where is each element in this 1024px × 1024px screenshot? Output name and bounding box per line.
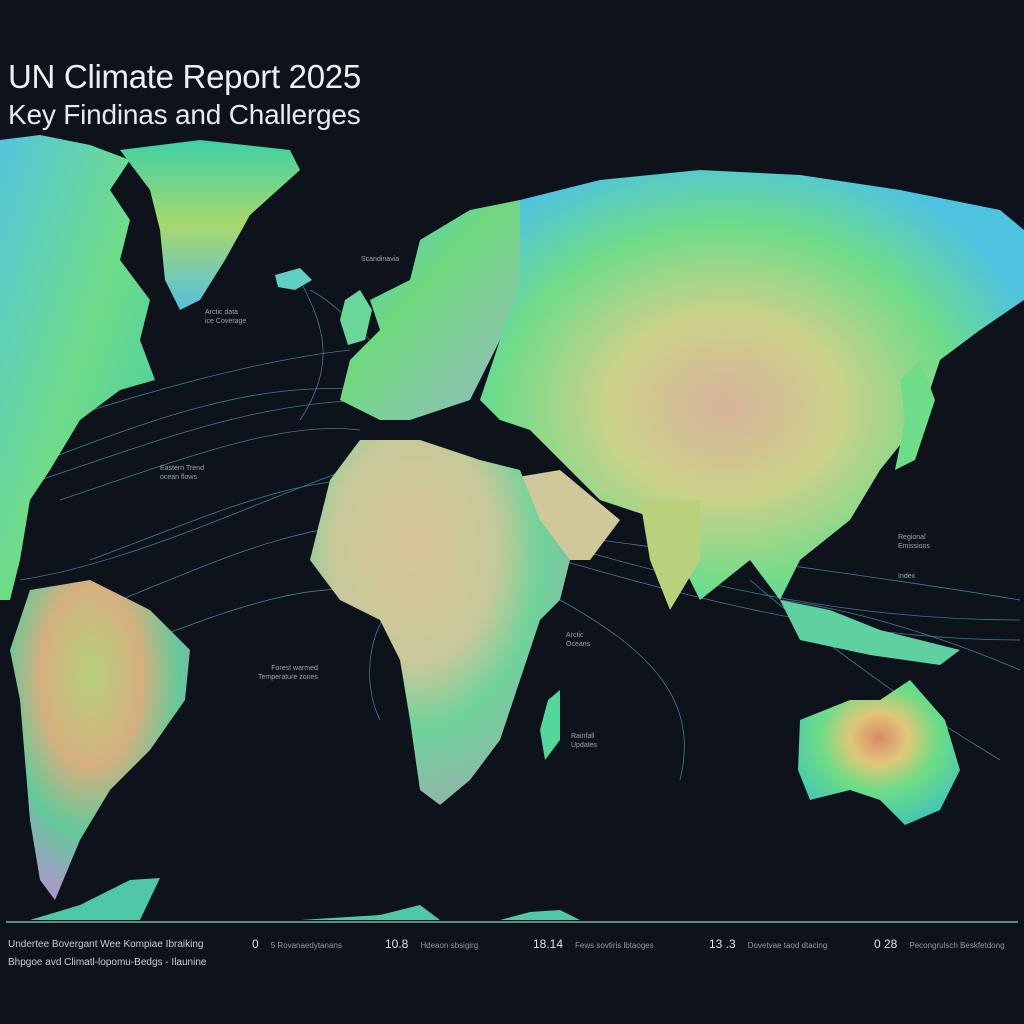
landmass-indonesia xyxy=(780,600,960,665)
annotation-madagascar: Rainfall Updates xyxy=(571,733,598,749)
landmass-japan xyxy=(895,360,935,470)
footer-stats-bar: Undertee Bovergant Wee Kompiae Ibraiking… xyxy=(0,936,1024,996)
annotation-south-atlantic: Forest warmed Temperature zones xyxy=(258,665,318,681)
page-title: UN Climate Report 2025 xyxy=(8,58,361,95)
landmass-north-america xyxy=(0,135,155,600)
stat-value: 18.14 xyxy=(533,937,564,951)
footer-description: Undertee Bovergant Wee Kompiae Ibraiking… xyxy=(8,939,207,968)
landmass-iceland xyxy=(275,268,312,290)
stat-item: 0 28 Pecongrulsch Beskfetdong xyxy=(874,937,1005,951)
stat-label: Fews sovtiris lbtaoges xyxy=(575,941,654,950)
stat-label: 5 Rovanaedytanans xyxy=(270,941,342,950)
landmass-europe xyxy=(340,200,540,420)
stat-label: Hdeaon sbsigirg xyxy=(420,941,479,950)
footer-divider xyxy=(6,921,1018,923)
landmass-australia xyxy=(798,680,960,825)
landmass-madagascar xyxy=(540,690,560,760)
annotation-pacific-small: Index xyxy=(898,573,916,580)
world-map[interactable] xyxy=(0,0,1024,930)
stat-value: 13 .3 xyxy=(709,937,736,951)
annotation-atlantic: Eastern Trend ocean flows xyxy=(160,465,204,481)
landmass-antarctica xyxy=(30,878,580,920)
annotation-east-africa: Arctic Oceans xyxy=(566,632,591,648)
landmass-africa xyxy=(310,440,570,805)
landmass-south-america xyxy=(10,580,190,900)
stat-value: 10.8 xyxy=(385,937,409,951)
landmass-asia xyxy=(480,170,1024,600)
stat-label: Dovetvae taod dtacing xyxy=(747,941,828,950)
annotation-scandinavia: Scandinavia xyxy=(361,256,400,263)
stat-item: 0 5 Rovanaedytanans xyxy=(252,937,342,951)
stat-value: 0 28 xyxy=(874,937,898,951)
stat-item: 18.14 Fews sovtiris lbtaoges xyxy=(533,937,654,951)
annotation-pacific: Regional Emissions xyxy=(898,534,930,550)
landmass-india xyxy=(640,500,700,610)
landmass-greenland xyxy=(120,140,300,310)
stat-value: 0 xyxy=(252,937,259,951)
stat-item: 13 .3 Dovetvae taod dtacing xyxy=(709,937,827,951)
landmass-uk xyxy=(340,290,372,345)
annotation-greenland: Arctic data ice Coverage xyxy=(205,309,247,325)
page-subtitle: Key Findinas and Challerges xyxy=(8,99,361,130)
stat-item: 10.8 Hdeaon sbsigirg xyxy=(385,937,478,951)
stat-label: Pecongrulsch Beskfetdong xyxy=(909,941,1005,950)
